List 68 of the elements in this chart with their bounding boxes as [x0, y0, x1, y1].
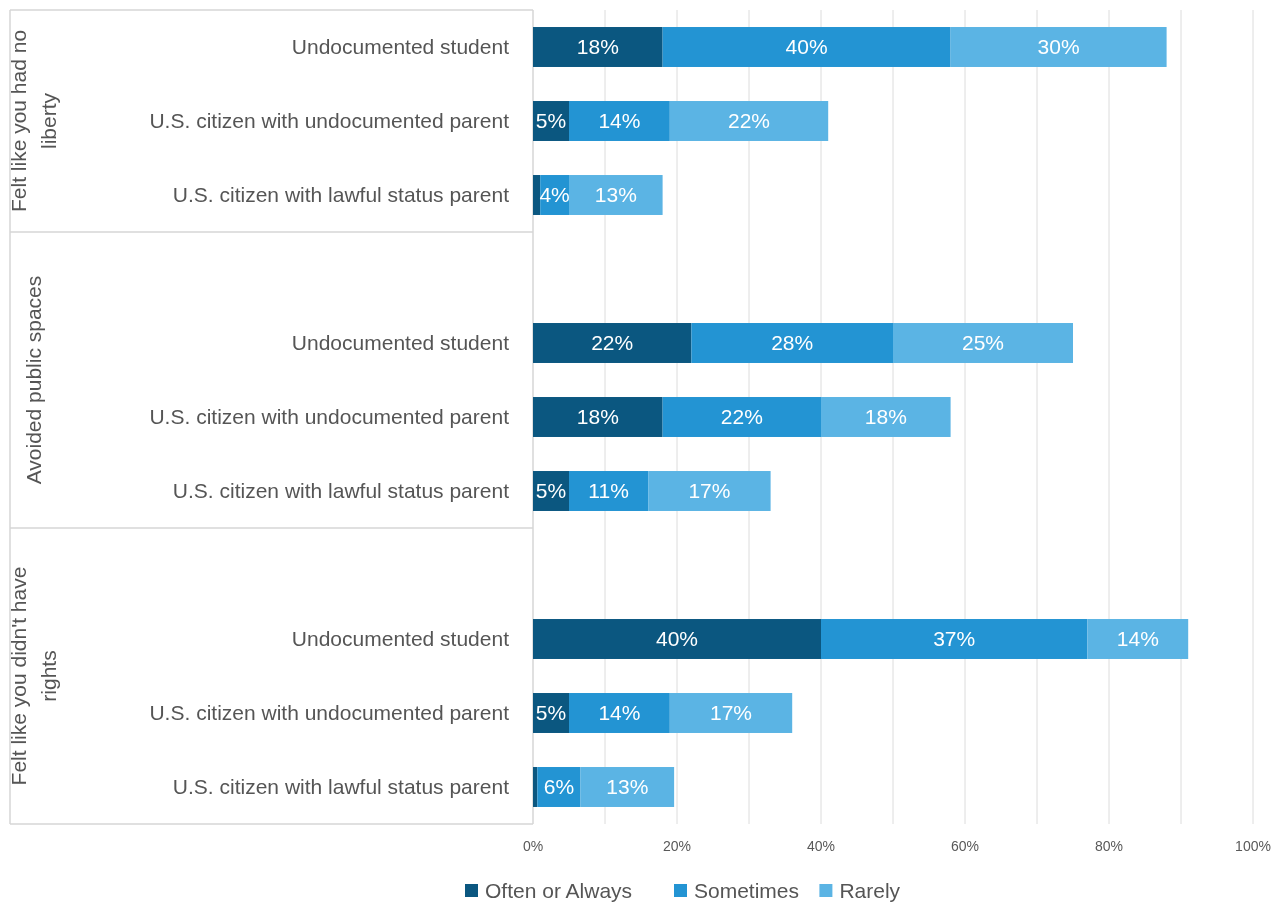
data-label: 30%: [1037, 35, 1080, 59]
data-label: 11%: [588, 479, 629, 503]
data-label: 40%: [655, 627, 699, 651]
bar: [569, 693, 670, 733]
data-label: 4%: [539, 183, 570, 207]
bar: [821, 397, 951, 437]
data-label: 14%: [598, 109, 641, 133]
data-label: 6%: [543, 775, 575, 799]
x-tick-label: 100%: [1235, 838, 1271, 854]
bar: [533, 175, 541, 215]
y-tick-label: U.S. citizen with lawful status parent: [172, 775, 510, 799]
data-label: 13%: [606, 775, 649, 799]
data-label: 37%: [933, 627, 976, 651]
data-label: 18%: [576, 405, 619, 429]
bar: [950, 27, 1167, 67]
x-tick-label: 80%: [1094, 838, 1124, 854]
data-label: 5%: [535, 701, 567, 725]
data-label: 14%: [598, 701, 641, 725]
data-label: 22%: [591, 331, 634, 355]
y-tick-label: Undocumented student: [291, 627, 510, 651]
data-label: 13%: [594, 183, 637, 207]
bar: [533, 323, 692, 363]
y-tick-label: U.S. citizen with undocumented parent: [149, 701, 510, 725]
data-label: 5%: [535, 109, 567, 133]
y-tick-label: U.S. citizen with undocumented parent: [149, 109, 510, 133]
data-label: 17%: [688, 479, 731, 503]
text: Avoided public spaces: [22, 275, 46, 485]
text: Felt like you had no liberty: [7, 29, 61, 213]
legend-label: Rarely: [839, 879, 901, 903]
bar: [662, 397, 821, 437]
x-tick-label: 0%: [522, 838, 544, 854]
bar: [580, 767, 675, 807]
y-tick-label: U.S. citizen with undocumented parent: [149, 405, 510, 429]
text: Felt like you didn't have rights: [7, 566, 61, 786]
data-label: 18%: [576, 35, 619, 59]
y-tick-label: Undocumented student: [291, 35, 510, 59]
data-label: 18%: [864, 405, 907, 429]
y-tick-label: Undocumented student: [291, 331, 510, 355]
data-label: 28%: [771, 331, 814, 355]
bar: [821, 619, 1088, 659]
y-tick-label: U.S. citizen with lawful status parent: [172, 183, 510, 207]
x-tick-label: 20%: [662, 838, 692, 854]
bar: [533, 619, 821, 659]
bar: [691, 323, 893, 363]
data-label: 14%: [1116, 627, 1159, 651]
bar: [569, 175, 663, 215]
bar: [669, 101, 829, 141]
bar: [648, 471, 771, 511]
bar: [533, 397, 663, 437]
legend-label: Often or Always: [485, 879, 633, 903]
data-label: 22%: [727, 109, 771, 133]
data-label: 5%: [535, 479, 567, 503]
bar: [1087, 619, 1189, 659]
bar: [662, 27, 951, 67]
data-label: 40%: [785, 35, 828, 59]
data-label: 25%: [961, 331, 1005, 355]
bar: [569, 471, 649, 511]
x-tick-label: 40%: [806, 838, 836, 854]
y-tick-label: U.S. citizen with lawful status parent: [172, 479, 510, 503]
bar: [533, 27, 663, 67]
data-label: 22%: [720, 405, 763, 429]
bar: [669, 693, 793, 733]
x-tick-label: 60%: [950, 838, 980, 854]
legend-label: Sometimes: [694, 879, 800, 903]
data-label: 17%: [709, 701, 753, 725]
bar: [569, 101, 670, 141]
bar: [893, 323, 1073, 363]
bar: [533, 767, 538, 807]
